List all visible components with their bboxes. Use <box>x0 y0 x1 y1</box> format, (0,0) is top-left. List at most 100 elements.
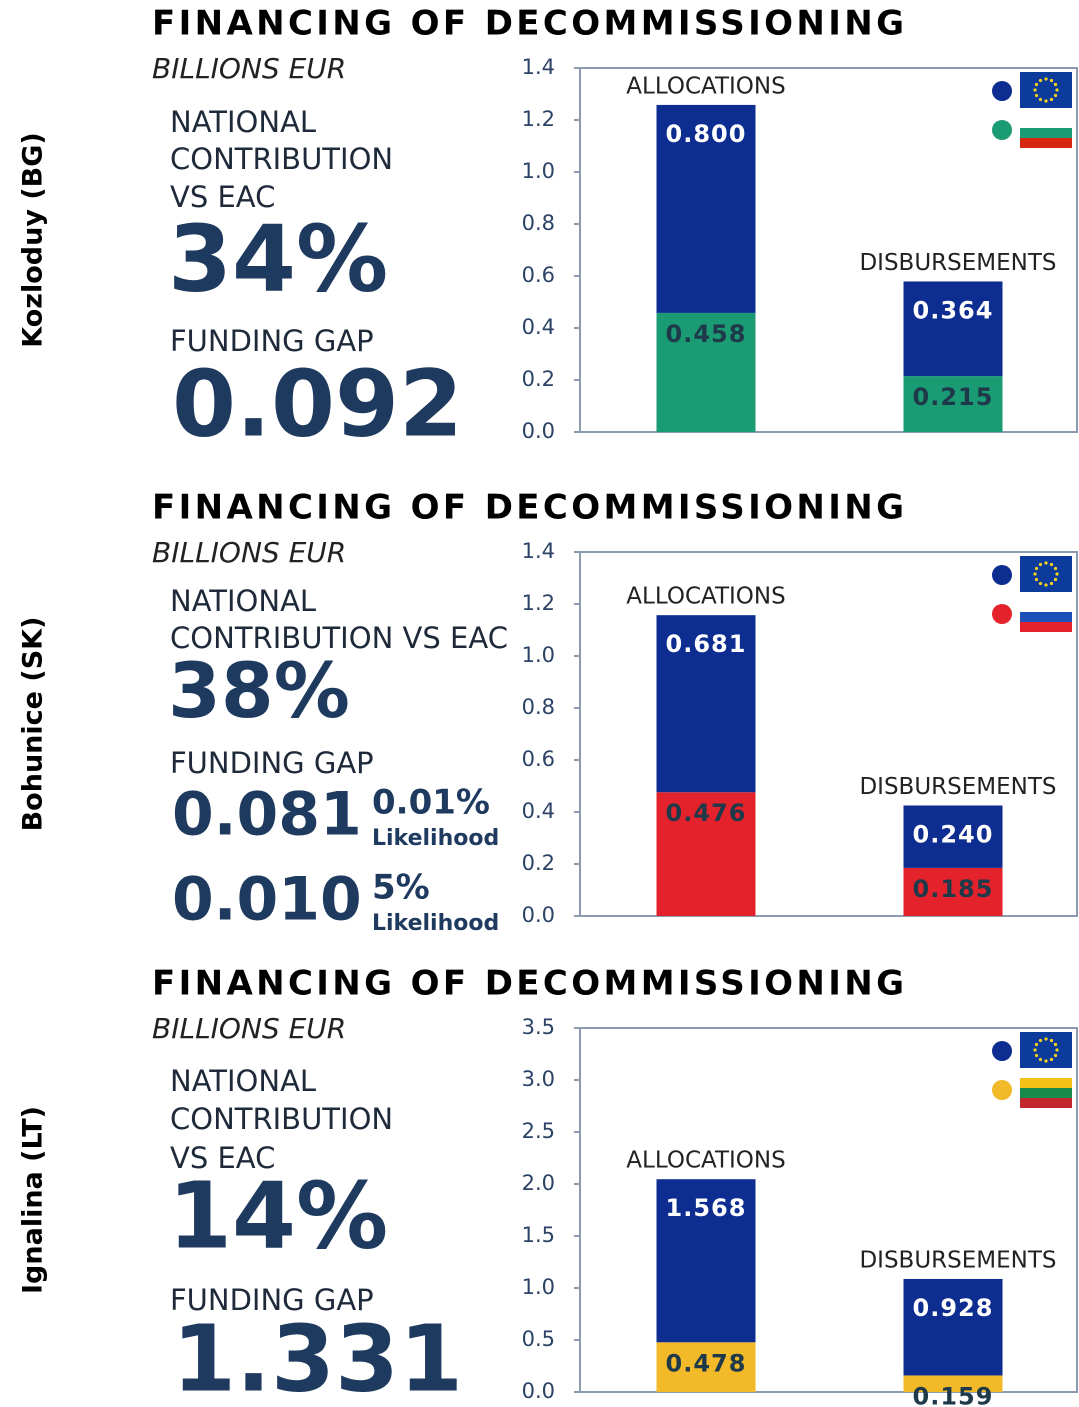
legend <box>992 1032 1072 1108</box>
legend-dot <box>992 565 1012 585</box>
eu-star <box>1034 566 1039 571</box>
bar-segment <box>903 867 1003 916</box>
eu-star <box>1044 1059 1048 1063</box>
category-label: ALLOCATIONS <box>626 73 785 99</box>
legend <box>992 72 1072 148</box>
eu-star <box>1055 1048 1059 1052</box>
y-tick-label: 0.4 <box>522 315 555 339</box>
eu-star <box>1055 88 1059 92</box>
legend-dot <box>992 120 1012 140</box>
bar-segment <box>656 792 756 916</box>
contribution-value: 38% <box>168 646 350 735</box>
national-flag-stripe <box>1020 1098 1072 1108</box>
y-tick-label: 3.5 <box>522 1015 555 1039</box>
plot-frame <box>579 1027 1078 1393</box>
eu-star <box>1034 1053 1039 1058</box>
national-flag-stripe <box>1020 128 1072 138</box>
y-tick-label: 2.0 <box>522 1171 555 1195</box>
title: FINANCING OF DECOMMISSIONING <box>152 4 904 44</box>
eu-star <box>1044 77 1048 81</box>
eu-star <box>1034 1042 1039 1047</box>
funding-gap-value: 0.081 <box>172 780 362 850</box>
contribution-label: CONTRIBUTION <box>170 142 393 176</box>
contribution-value: 14% <box>168 1162 388 1269</box>
likelihood-value: 0.01% <box>372 783 490 823</box>
eu-star <box>1049 97 1054 102</box>
eu-star <box>1044 561 1048 565</box>
y-tick-label: 1.0 <box>522 643 555 667</box>
value-label: 0.800 <box>666 120 747 148</box>
side-label: Bohunice (SK) <box>18 617 49 832</box>
subtitle: BILLIONS EUR <box>152 52 346 85</box>
value-label: 0.159 <box>913 1382 994 1407</box>
y-tick-label: 2.5 <box>522 1119 555 1143</box>
value-label: 0.681 <box>666 630 747 658</box>
value-label: 0.185 <box>913 875 994 903</box>
side-label: Kozloduy (BG) <box>18 132 49 348</box>
eu-star <box>1044 583 1048 587</box>
bar-segment <box>903 805 1003 868</box>
y-tick-label: 0.0 <box>522 903 555 927</box>
funding-gap-value: 0.092 <box>172 350 463 457</box>
funding-gap-label: FUNDING GAP <box>170 1283 374 1317</box>
eu-star <box>1038 97 1043 102</box>
title: FINANCING OF DECOMMISSIONING <box>152 964 904 1004</box>
y-tick-label: 0.0 <box>522 419 555 443</box>
eu-star <box>1034 93 1039 98</box>
legend <box>992 556 1072 632</box>
category-label: DISBURSEMENTS <box>859 774 1056 800</box>
panel: Ignalina (LT) FINANCING OF DECOMMISSIONIN… <box>18 964 1078 1407</box>
category-label: ALLOCATIONS <box>626 584 785 610</box>
funding-gap-label: FUNDING GAP <box>170 324 374 358</box>
contribution-label: VS EAC <box>170 1141 275 1175</box>
eu-star <box>1053 566 1058 571</box>
eu-star <box>1049 1057 1054 1062</box>
eu-star <box>1033 1048 1037 1052</box>
category-label: ALLOCATIONS <box>626 1148 785 1174</box>
title: FINANCING OF DECOMMISSIONING <box>152 488 904 528</box>
national-flag-stripe <box>1020 612 1072 622</box>
y-tick-label: 0.6 <box>522 747 555 771</box>
eu-star <box>1053 1053 1058 1058</box>
y-tick-label: 3.0 <box>522 1067 555 1091</box>
y-tick-label: 0.2 <box>522 851 555 875</box>
bar-segment <box>903 376 1003 432</box>
eu-star <box>1053 93 1058 98</box>
y-tick-label: 0.2 <box>522 367 555 391</box>
eu-star <box>1055 572 1059 576</box>
eu-star <box>1038 1057 1043 1062</box>
eu-star <box>1049 78 1054 83</box>
eu-star <box>1038 78 1043 83</box>
contribution-label: VS EAC <box>170 180 275 214</box>
value-label: 1.568 <box>666 1194 747 1222</box>
eu-star <box>1053 1042 1058 1047</box>
eu-star <box>1049 1038 1054 1043</box>
national-flag-stripe <box>1020 1078 1072 1088</box>
bar-segment <box>656 1342 756 1392</box>
eu-star <box>1033 88 1037 92</box>
likelihood-label: Likelihood <box>372 911 499 936</box>
y-tick-label: 1.5 <box>522 1223 555 1247</box>
category-label: DISBURSEMENTS <box>859 250 1056 276</box>
value-label: 0.476 <box>666 799 747 827</box>
subtitle: BILLIONS EUR <box>152 1012 346 1045</box>
bar-segment <box>903 1278 1003 1376</box>
contribution-label: NATIONAL <box>170 584 316 618</box>
funding-gap-value: 1.331 <box>172 1305 463 1407</box>
funding-gap-value: 0.010 <box>172 865 362 935</box>
contribution-label: CONTRIBUTION <box>170 1102 393 1136</box>
y-tick-label: 0.8 <box>522 695 555 719</box>
plot-frame <box>579 551 1078 917</box>
eu-star <box>1049 581 1054 586</box>
eu-star <box>1038 581 1043 586</box>
y-tick-label: 0.4 <box>522 799 555 823</box>
contribution-label: NATIONAL <box>170 1064 316 1098</box>
eu-star <box>1044 1037 1048 1041</box>
eu-star <box>1044 99 1048 103</box>
y-tick-label: 1.4 <box>522 539 555 563</box>
y-tick-label: 0.0 <box>522 1379 555 1403</box>
bar-segment <box>903 281 1003 377</box>
bar-segment <box>656 312 756 432</box>
national-flag-stripe <box>1020 118 1072 128</box>
y-tick-label: 1.0 <box>522 1275 555 1299</box>
